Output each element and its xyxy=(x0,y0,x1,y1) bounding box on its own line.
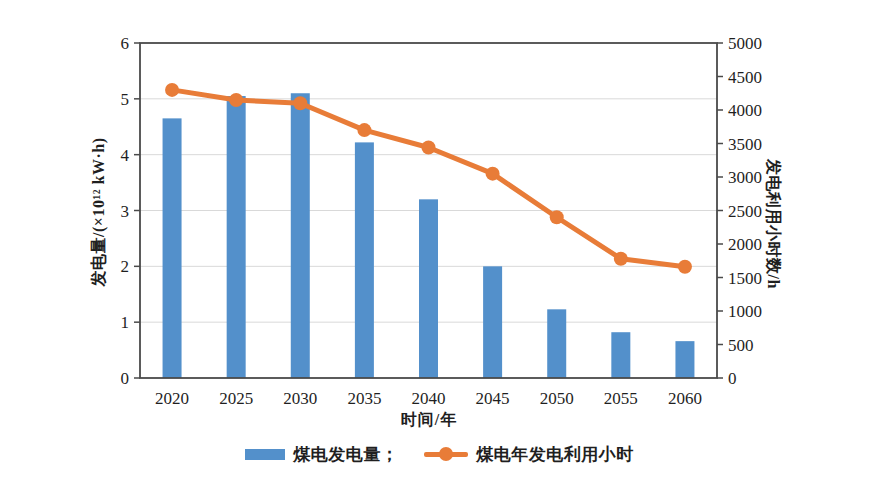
right-tick-label-1000: 1000 xyxy=(728,302,762,321)
line-swatch-marker-icon xyxy=(439,447,453,461)
legend-item-line-series: 煤电年发电利用小时 xyxy=(424,443,634,466)
x-tick-label-2025: 2025 xyxy=(219,389,253,408)
chart-legend: 煤电发电量； 煤电年发电利用小时 xyxy=(0,441,879,467)
x-axis-title: 时间/年 xyxy=(140,410,718,431)
line-point-2035 xyxy=(357,123,371,137)
x-tick-label-2050: 2050 xyxy=(540,389,574,408)
right-tick-label-1500: 1500 xyxy=(728,269,762,288)
bar-2030 xyxy=(291,93,310,378)
line-point-2055 xyxy=(614,252,628,266)
left-tick-label-2: 2 xyxy=(121,257,130,276)
bar-2025 xyxy=(227,96,246,378)
line-series-swatch xyxy=(424,447,468,461)
x-tick-label-2040: 2040 xyxy=(412,389,446,408)
bar-2055 xyxy=(611,332,630,378)
right-tick-label-3000: 3000 xyxy=(728,168,762,187)
left-tick-label-0: 0 xyxy=(121,369,130,388)
x-tick-label-2045: 2045 xyxy=(476,389,510,408)
bar-2060 xyxy=(675,341,694,378)
line-point-2025 xyxy=(229,93,243,107)
bar-series-swatch xyxy=(245,449,285,460)
bar-2050 xyxy=(547,309,566,378)
right-tick-label-5000: 5000 xyxy=(728,34,762,53)
right-tick-label-4500: 4500 xyxy=(728,68,762,87)
line-point-2040 xyxy=(422,141,436,155)
bar-2045 xyxy=(483,266,502,378)
right-tick-label-500: 500 xyxy=(728,336,754,355)
bar-2020 xyxy=(163,118,182,378)
left-tick-label-3: 3 xyxy=(121,202,130,221)
right-tick-label-2000: 2000 xyxy=(728,235,762,254)
left-axis-title: 发电量/(×10¹² kW·h) xyxy=(89,138,110,287)
right-tick-label-3500: 3500 xyxy=(728,135,762,154)
x-tick-label-2020: 2020 xyxy=(155,389,189,408)
left-tick-label-6: 6 xyxy=(121,34,130,53)
right-tick-label-2500: 2500 xyxy=(728,202,762,221)
right-axis-title: 发电利用小时数/h xyxy=(762,159,783,289)
right-tick-label-4000: 4000 xyxy=(728,101,762,120)
left-tick-label-1: 1 xyxy=(121,313,130,332)
x-tick-label-2035: 2035 xyxy=(347,389,381,408)
legend-label-bar-series: 煤电发电量； xyxy=(293,443,398,466)
line-point-2020 xyxy=(165,83,179,97)
left-tick-label-4: 4 xyxy=(121,146,130,165)
x-tick-label-2060: 2060 xyxy=(668,389,702,408)
right-tick-label-0: 0 xyxy=(728,369,737,388)
bar-2040 xyxy=(419,199,438,378)
line-point-2050 xyxy=(550,210,564,224)
bar-2035 xyxy=(355,142,374,378)
x-tick-label-2055: 2055 xyxy=(604,389,638,408)
line-point-2030 xyxy=(293,96,307,110)
left-tick-label-5: 5 xyxy=(121,90,130,109)
x-tick-label-2030: 2030 xyxy=(283,389,317,408)
legend-item-bar-series: 煤电发电量； xyxy=(245,443,398,466)
legend-label-line-series: 煤电年发电利用小时 xyxy=(476,443,634,466)
line-point-2060 xyxy=(678,260,692,274)
line-point-2045 xyxy=(486,167,500,181)
chart-figure: 0 1 2 3 4 5 6 0 500 1000 1500 2000 2500 3000 3500 4000 4… xyxy=(0,0,879,501)
